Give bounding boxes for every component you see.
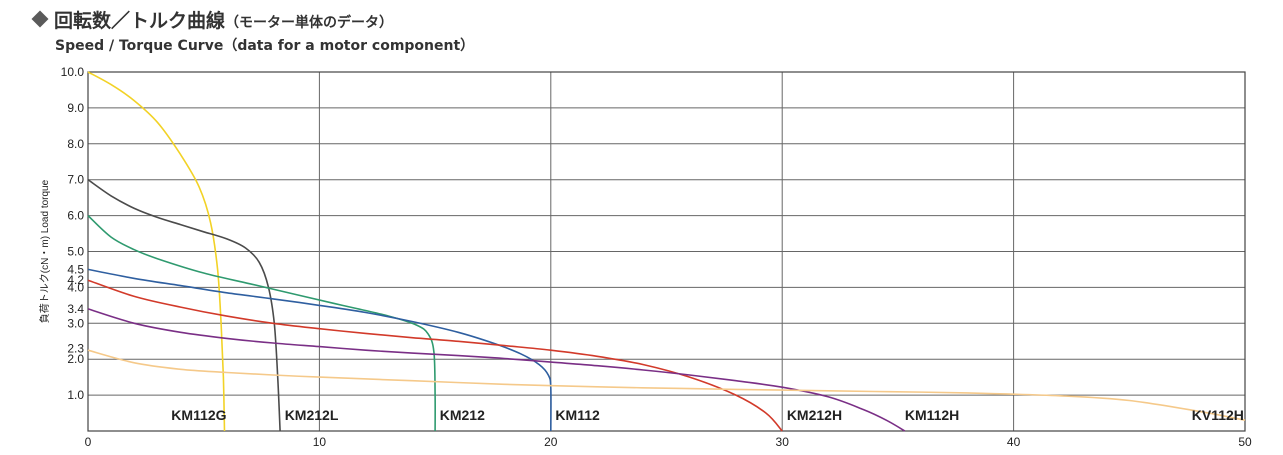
series-label-km212: KM212 [440,407,485,423]
y-tick-label: 4.2 [67,273,84,287]
y-tick-label: 2.3 [67,341,84,355]
title-row: 回転数／トルク曲線 （モーター単体のデータ） [31,6,394,33]
x-tick-label: 20 [544,435,558,449]
y-tick-label: 3.0 [67,316,84,330]
y-axis-label: 負荷トルク(cN・m) Load torque [39,179,51,323]
y-tick-label: 1.0 [67,388,84,402]
y-tick-label: 4.5 [67,262,84,276]
x-tick-label: 30 [776,435,790,449]
y-tick-label: 9.0 [67,101,84,115]
y-tick-label: 3.4 [67,302,84,316]
x-tick-label: 10 [313,435,327,449]
chart-title-note: （モーター単体のデータ） [225,15,394,31]
series-label-kv112h: KV112H [1192,407,1244,423]
series-line-km112 [87,268,552,432]
y-tick-label: 5.0 [67,245,84,259]
x-tick-label: 50 [1238,435,1252,449]
series-line-km212h [87,279,783,432]
y-tick-label: 2.0 [67,352,84,366]
y-tick-label: 8.0 [67,137,84,151]
y-tick-label: 7.0 [67,173,84,187]
series-line-km112h [87,308,906,432]
plot-frame [87,71,1246,432]
series-line-km212 [87,215,436,432]
series-line-kv112h [87,349,1246,421]
x-tick-label: 40 [1007,435,1021,449]
series-label-km112h: KM112H [905,407,959,423]
chart-subtitle: Speed / Torque Curve（data for a motor co… [55,38,475,54]
series-label-km212h: KM212H [787,407,842,423]
series-label-km212l: KM212L [285,407,339,423]
series-label-km112g: KM112G [171,407,226,423]
chart-title: 回転数／トルク曲線 [54,10,226,32]
y-tick-label: 10.0 [61,65,85,79]
x-tick-label: 0 [85,435,92,449]
series-label-km112: KM112 [555,407,600,423]
y-tick-label: 6.0 [67,209,84,223]
y-tick-label: 4.0 [67,280,84,294]
series-line-km112g [87,71,226,432]
